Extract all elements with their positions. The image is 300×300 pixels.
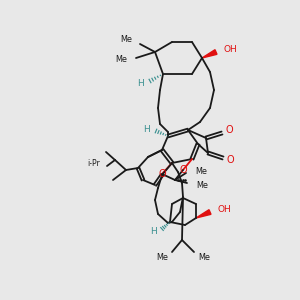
Text: H: H xyxy=(150,227,157,236)
Text: i-Pr: i-Pr xyxy=(87,158,100,167)
Text: O: O xyxy=(225,125,233,135)
Text: O: O xyxy=(226,155,234,165)
Text: H: H xyxy=(143,124,150,134)
Text: Me: Me xyxy=(196,182,208,190)
Polygon shape xyxy=(202,50,217,58)
Text: H: H xyxy=(137,79,144,88)
Text: Me: Me xyxy=(195,167,207,176)
Polygon shape xyxy=(196,210,211,218)
Text: O: O xyxy=(179,165,187,175)
Text: Me: Me xyxy=(120,35,132,44)
Text: Me: Me xyxy=(198,253,210,262)
Text: Me: Me xyxy=(156,253,168,262)
Text: OH: OH xyxy=(224,44,238,53)
Text: OH: OH xyxy=(218,206,232,214)
Text: Me: Me xyxy=(115,55,127,64)
Text: O: O xyxy=(158,169,166,179)
